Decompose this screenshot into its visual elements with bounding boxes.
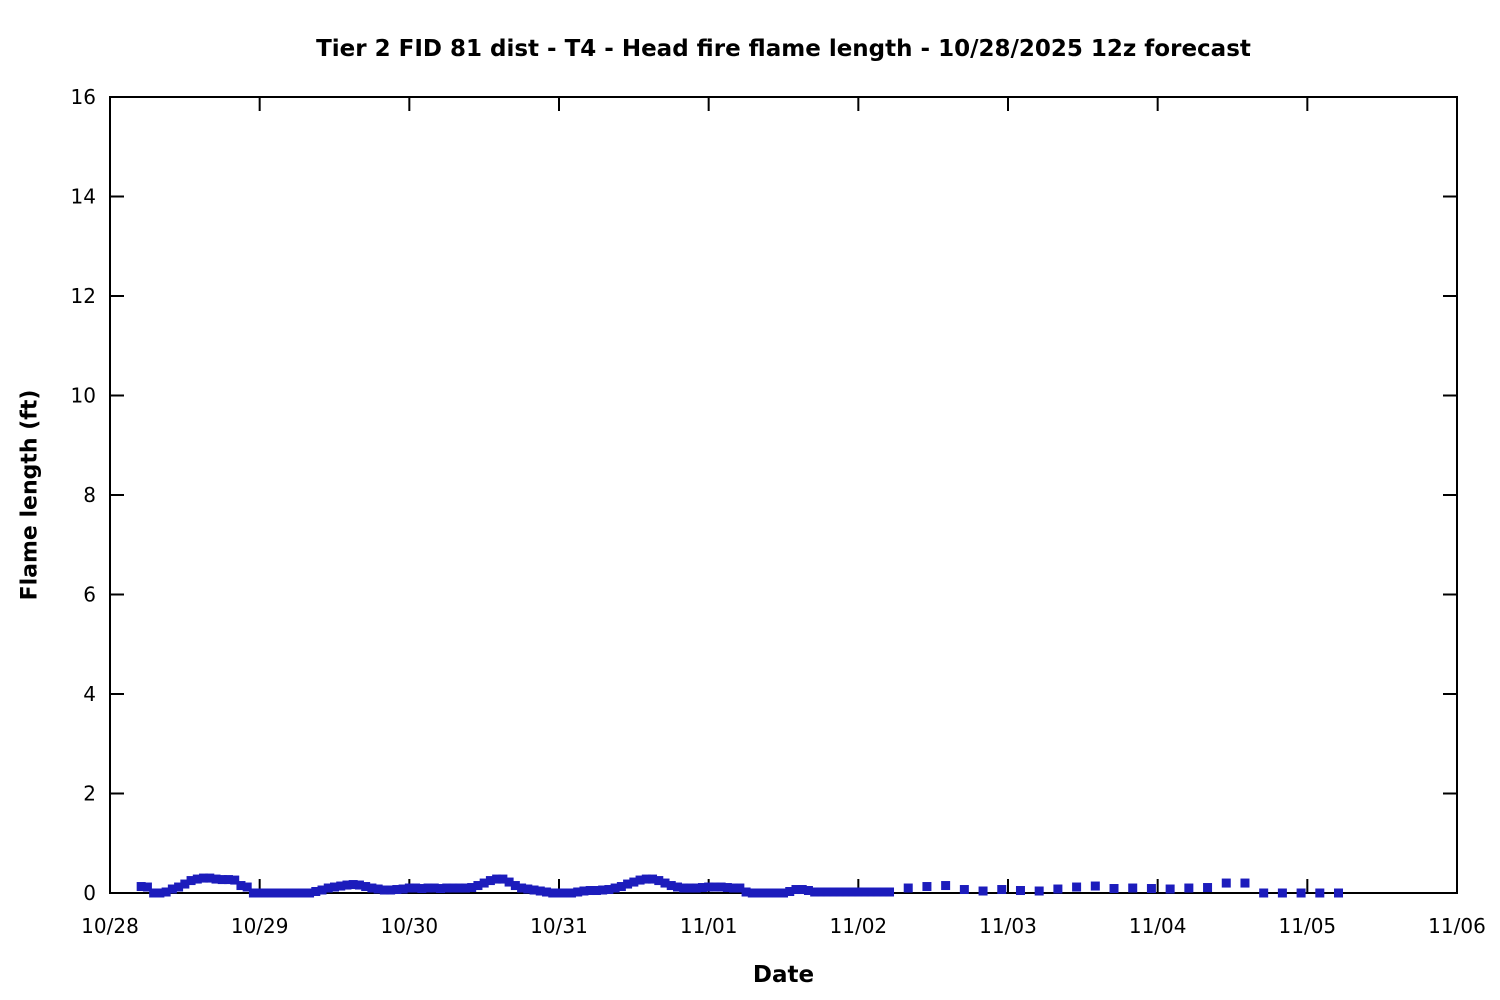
svg-text:10/29: 10/29 [231,914,289,938]
x-axis-ticks [109,97,1458,893]
svg-text:11/06: 11/06 [1428,914,1486,938]
svg-text:6: 6 [83,583,96,607]
plot-border [109,96,1458,894]
svg-text:4: 4 [83,682,96,706]
svg-text:10/30: 10/30 [381,914,439,938]
svg-text:11/02: 11/02 [830,914,888,938]
svg-text:10/31: 10/31 [530,914,588,938]
svg-text:11/01: 11/01 [680,914,738,938]
svg-text:10: 10 [71,384,96,408]
y-axis-ticks [110,96,1457,894]
svg-text:16: 16 [71,85,96,109]
data-point-markers [136,873,1344,898]
svg-text:14: 14 [71,185,96,209]
svg-text:10/28: 10/28 [81,914,139,938]
svg-text:11/05: 11/05 [1279,914,1337,938]
svg-text:11/03: 11/03 [979,914,1037,938]
x-axis-tick-labels: 10/28 10/29 10/30 10/31 11/01 11/02 11/03 11/04… [81,914,1486,938]
y-axis-tick-labels: 0 2 4 6 8 10 12 14 16 [71,85,96,905]
chart-title: Tier 2 FID 81 dist - T4 - Head fire flam… [316,36,1251,62]
svg-text:8: 8 [83,483,96,507]
x-axis-label: Date [752,962,815,988]
svg-text:0: 0 [83,881,96,905]
svg-text:12: 12 [71,284,96,308]
svg-text:11/04: 11/04 [1129,914,1187,938]
svg-text:2: 2 [83,782,96,806]
